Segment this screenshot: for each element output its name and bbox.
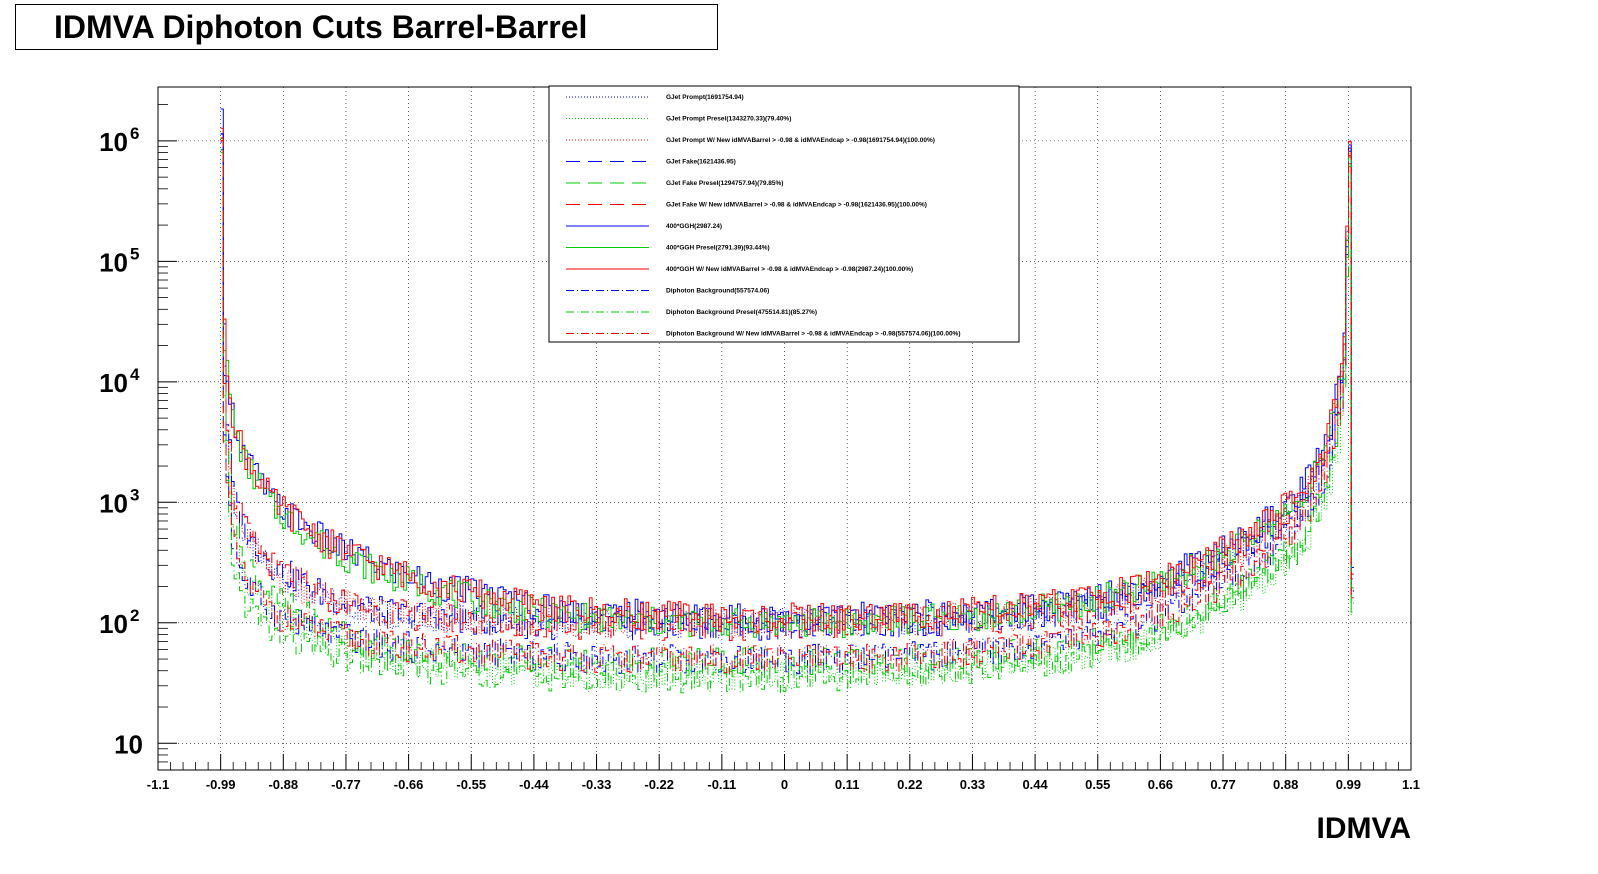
series-group: [220, 108, 1354, 694]
x-tick-label: -0.66: [394, 777, 424, 792]
x-tick-label: -0.22: [644, 777, 674, 792]
legend-box: [548, 85, 1020, 343]
x-tick-label: 0.22: [897, 777, 922, 792]
axes: -1.1 -0.99 -0.88 -0.77 -0.66 -0.55 -0.44 -0.33 -…: [99, 104, 1420, 792]
legend-entry: GJet Prompt Presel(1343270.33)(79.40%): [666, 116, 791, 123]
legend-entry: Diphoton Background Presel(475514.81)(85…: [666, 309, 817, 316]
y-tick-exponent: 2: [130, 606, 139, 625]
legend-entry: GJet Fake W/ New idMVABarrel > -0.98 & i…: [666, 202, 927, 209]
y-tick-exponent: 3: [130, 485, 139, 504]
series-line-11: [220, 152, 1354, 694]
x-tick-label: -0.55: [456, 777, 486, 792]
y-tick-exponent: 6: [130, 124, 139, 143]
x-tick-label: 0.55: [1085, 777, 1110, 792]
x-tick-label: 0.44: [1022, 777, 1048, 792]
y-tick-label: 10: [99, 488, 128, 518]
y-tick-label: 10: [114, 729, 143, 759]
x-tick-label: 0.99: [1336, 777, 1361, 792]
x-tick-label: -0.88: [268, 777, 298, 792]
x-tick-label: 0.88: [1273, 777, 1298, 792]
x-tick-label: -0.99: [206, 777, 236, 792]
legend-entry: GJet Fake Presel(1294757.94)(79.85%): [666, 180, 783, 187]
x-tick-label: 0.11: [835, 777, 860, 792]
legend: GJet Prompt(1691754.94) GJet Prompt Prese…: [548, 85, 1020, 343]
x-tick-label: -1.1: [147, 777, 169, 792]
legend-entry: GJet Prompt W/ New idMVABarrel > -0.98 &…: [666, 137, 935, 144]
x-tick-label: -0.11: [707, 777, 736, 792]
series-line-9: [220, 127, 1354, 632]
chart-title: IDMVA Diphoton Cuts Barrel-Barrel: [15, 4, 718, 50]
y-tick-exponent: 5: [130, 244, 139, 263]
x-tick-label: 0: [781, 777, 788, 792]
y-tick-exponent: 4: [130, 365, 140, 384]
legend-entry: Diphoton Background W/ New idMVABarrel >…: [666, 331, 961, 338]
x-tick-label: 0.33: [960, 777, 985, 792]
grid: [158, 87, 1411, 770]
legend-entry: 400*GGH(2987.24): [666, 223, 722, 230]
series-line-10: [220, 133, 1354, 675]
x-tick-label: -0.77: [331, 777, 361, 792]
y-tick-label: 10: [99, 609, 128, 639]
y-tick-label: 10: [99, 247, 128, 277]
x-tick-label: -0.33: [582, 777, 612, 792]
legend-entry: GJet Prompt(1691754.94): [666, 94, 744, 101]
x-tick-label: 0.66: [1148, 777, 1173, 792]
legend-entry: GJet Fake(1621436.95): [666, 159, 736, 166]
legend-entry: Diphoton Background(557574.06): [666, 288, 769, 295]
y-tick-label: 10: [99, 368, 128, 398]
x-tick-label: -0.44: [519, 777, 549, 792]
x-axis-label: IDMVA: [1317, 812, 1411, 845]
legend-entry: 400*GGH W/ New idMVABarrel > -0.98 & idM…: [666, 266, 913, 273]
y-tick-label: 10: [99, 127, 128, 157]
x-tick-label: 1.1: [1402, 777, 1420, 792]
series-line-6: [220, 140, 1354, 641]
x-tick-label: 0.77: [1210, 777, 1235, 792]
legend-entry: 400*GGH Presel(2791.39)(93.44%): [666, 245, 770, 252]
